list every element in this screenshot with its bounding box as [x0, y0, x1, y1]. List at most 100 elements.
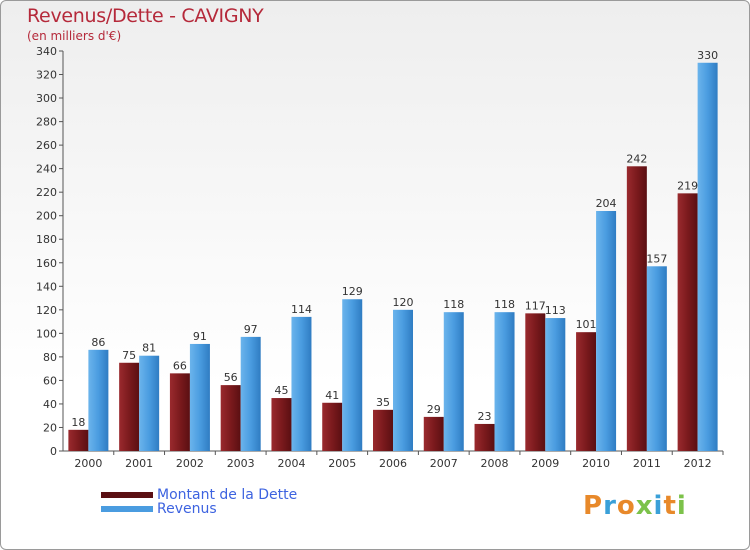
logo-letter: t: [663, 491, 677, 521]
x-tick-label: 2006: [379, 457, 407, 470]
data-label-revenus-2008: 118: [494, 298, 515, 311]
logo-letter: o: [616, 491, 636, 521]
bar-revenus-2000: [88, 349, 109, 451]
logo-letter: r: [603, 491, 617, 521]
bar-revenus-2002: [189, 343, 210, 451]
bar-dette-2003: [220, 385, 241, 451]
bar-dette-2009: [525, 313, 546, 451]
y-tick-label: 80: [43, 351, 57, 364]
logo-letter: P: [583, 491, 604, 521]
y-tick-label: 120: [36, 304, 57, 317]
legend-item-revenus: Revenus: [101, 501, 217, 517]
data-label-dette-2004: 45: [274, 384, 288, 397]
bar-revenus-2011: [646, 266, 667, 451]
y-tick-label: 280: [36, 116, 57, 129]
data-label-revenus-2006: 120: [393, 296, 414, 309]
bar-revenus-2008: [494, 312, 515, 451]
data-label-dette-2006: 35: [376, 396, 390, 409]
x-tick-label: 2002: [176, 457, 204, 470]
data-label-dette-2003: 56: [224, 371, 238, 384]
data-label-dette-2002: 66: [173, 359, 187, 372]
y-tick-label: 300: [36, 92, 57, 105]
bar-dette-2008: [474, 423, 495, 451]
chart-subtitle: (en milliers d'€): [27, 29, 122, 43]
data-label-dette-2011: 242: [626, 152, 647, 165]
data-label-revenus-2001: 81: [142, 342, 156, 355]
legend-swatch-revenus: [101, 506, 153, 512]
data-label-revenus-2011: 157: [646, 252, 667, 265]
y-tick-label: 320: [36, 69, 57, 82]
legend-swatch-dette: [101, 492, 153, 498]
data-label-dette-2009: 117: [525, 299, 546, 312]
data-label-revenus-2007: 118: [443, 298, 464, 311]
bar-dette-2005: [322, 402, 343, 451]
bar-revenus-2009: [545, 318, 566, 451]
bar-dette-2012: [677, 193, 698, 451]
data-label-dette-2010: 101: [576, 318, 597, 331]
data-label-revenus-2005: 129: [342, 285, 363, 298]
x-tick-label: 2001: [125, 457, 153, 470]
legend-label-revenus: Revenus: [157, 501, 217, 517]
x-tick-label: 2010: [582, 457, 610, 470]
proxiti-logo: Proxiti: [583, 491, 687, 521]
bar-revenus-2001: [139, 355, 160, 451]
y-tick-label: 240: [36, 163, 57, 176]
bar-revenus-2005: [342, 299, 363, 451]
y-tick-label: 340: [36, 45, 57, 58]
logo-letter: x: [635, 491, 654, 521]
y-tick-label: 20: [43, 421, 57, 434]
bar-revenus-2010: [596, 211, 617, 451]
bar-dette-2000: [68, 429, 89, 451]
data-label-revenus-2009: 113: [545, 304, 566, 317]
data-label-dette-2000: 18: [71, 416, 85, 429]
y-tick-label: 60: [43, 374, 57, 387]
legend-label-dette: Montant de la Dette: [157, 487, 298, 503]
data-label-dette-2012: 219: [677, 179, 698, 192]
bar-revenus-2003: [240, 336, 261, 451]
chart-title: Revenus/Dette - CAVIGNY: [27, 5, 264, 27]
bar-dette-2011: [626, 166, 647, 451]
logo-letter: i: [676, 491, 687, 521]
bar-revenus-2007: [443, 312, 464, 451]
y-tick-label: 40: [43, 398, 57, 411]
data-label-dette-2008: 23: [478, 410, 492, 423]
y-tick-label: 180: [36, 233, 57, 246]
legend-item-dette: Montant de la Dette: [101, 487, 298, 503]
logo-letter: i: [653, 491, 664, 521]
y-tick-label: 100: [36, 327, 57, 340]
y-tick-label: 260: [36, 139, 57, 152]
y-tick-label: 140: [36, 280, 57, 293]
y-tick-label: 220: [36, 186, 57, 199]
x-tick-label: 2003: [227, 457, 255, 470]
data-label-dette-2007: 29: [427, 403, 441, 416]
bar-revenus-2004: [291, 316, 312, 451]
bar-dette-2007: [423, 416, 444, 451]
data-label-revenus-2002: 91: [193, 330, 207, 343]
bar-revenus-2012: [697, 62, 718, 451]
x-tick-label: 2008: [481, 457, 509, 470]
x-tick-label: 2007: [430, 457, 458, 470]
data-label-dette-2005: 41: [325, 389, 339, 402]
bar-dette-2001: [119, 362, 140, 451]
data-label-dette-2001: 75: [122, 349, 136, 362]
bar-dette-2010: [576, 332, 597, 451]
bar-dette-2006: [373, 409, 393, 451]
data-label-revenus-2004: 114: [291, 303, 312, 316]
bar-revenus-2006: [393, 309, 413, 451]
bar-dette-2002: [169, 373, 190, 451]
data-label-revenus-2003: 97: [244, 323, 258, 336]
data-label-revenus-2000: 86: [91, 336, 105, 349]
y-tick-label: 0: [50, 445, 57, 458]
x-tick-label: 2000: [74, 457, 102, 470]
y-tick-label: 200: [36, 210, 57, 223]
y-tick-label: 160: [36, 257, 57, 270]
x-tick-label: 2009: [531, 457, 559, 470]
data-label-revenus-2012: 330: [697, 49, 718, 62]
bar-dette-2004: [271, 398, 292, 451]
x-tick-label: 2005: [328, 457, 356, 470]
x-tick-label: 2012: [684, 457, 712, 470]
x-tick-label: 2011: [633, 457, 661, 470]
x-tick-label: 2004: [277, 457, 305, 470]
